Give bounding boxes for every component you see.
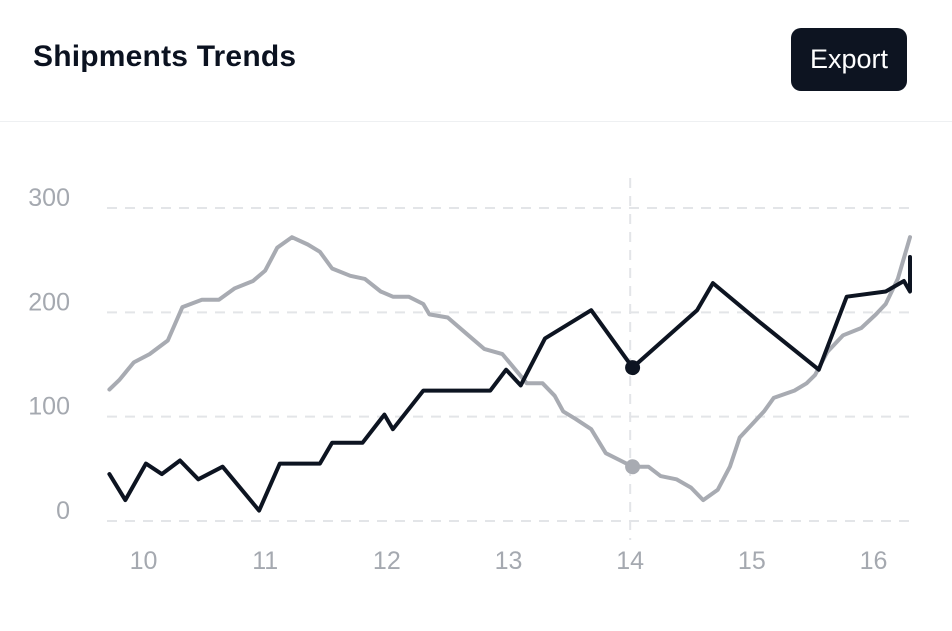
series-line-primary xyxy=(107,255,912,513)
grid-layer xyxy=(107,207,910,522)
x-tick-label: 14 xyxy=(616,547,644,575)
highlight-point-secondary[interactable] xyxy=(625,459,641,475)
x-tick-label: 10 xyxy=(130,547,158,575)
x-tick-label: 16 xyxy=(860,547,888,575)
y-axis-ticks: 0 100 200 300 xyxy=(28,184,70,525)
series-line-secondary xyxy=(107,235,912,503)
x-tick-label: 13 xyxy=(495,547,523,575)
x-tick-label: 11 xyxy=(252,547,278,575)
x-tick-label: 15 xyxy=(738,547,766,575)
highlight-point-primary[interactable] xyxy=(625,360,641,376)
card-header: Shipments Trends Export xyxy=(0,0,952,122)
x-axis-ticks: 10 11 12 13 14 15 16 xyxy=(130,547,888,575)
x-tick-label: 12 xyxy=(373,547,401,575)
series-layer xyxy=(107,235,912,513)
y-tick-label: 200 xyxy=(28,288,70,316)
export-button[interactable]: Export xyxy=(791,28,907,91)
highlight-points-layer xyxy=(625,360,641,475)
y-tick-label: 100 xyxy=(28,393,70,421)
chart-title: Shipments Trends xyxy=(33,40,297,73)
y-tick-label: 0 xyxy=(56,497,70,525)
y-tick-label: 300 xyxy=(28,184,70,212)
